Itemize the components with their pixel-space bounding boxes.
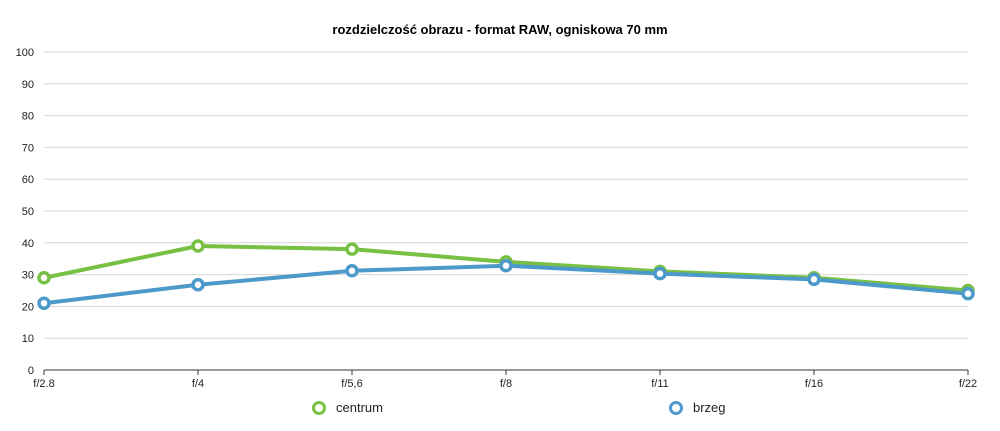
x-tick-label: f/16 [805, 378, 823, 390]
legend-label: brzeg [693, 400, 726, 415]
x-tick-label: f/4 [192, 378, 204, 390]
data-point-series-0 [191, 239, 205, 253]
y-tick-label: 0 [28, 365, 34, 377]
data-point-series-0 [37, 271, 51, 285]
y-tick-label: 40 [22, 238, 34, 250]
legend-marker-icon [312, 400, 326, 415]
data-point-series-1 [653, 266, 667, 281]
x-tick-label: f/11 [651, 378, 669, 390]
data-point-series-1 [345, 264, 359, 278]
data-point-series-1 [807, 272, 821, 287]
data-point-series-1 [961, 286, 975, 301]
y-tick-label: 50 [22, 206, 34, 218]
legend-item-series-0: centrum [312, 400, 383, 415]
data-point-series-0 [345, 242, 359, 256]
y-tick-label: 100 [16, 47, 34, 59]
legend-marker-icon [669, 400, 683, 415]
y-tick-label: 60 [22, 174, 34, 186]
chart-title: rozdzielczość obrazu - format RAW, ognis… [332, 22, 668, 37]
x-tick-label: f/22 [959, 378, 977, 390]
x-tick-label: f/5,6 [341, 378, 362, 390]
y-tick-label: 80 [22, 111, 34, 123]
x-tick-label: f/8 [500, 378, 512, 390]
data-point-series-1 [499, 258, 513, 273]
y-tick-label: 10 [22, 333, 34, 345]
data-point-series-1 [191, 278, 205, 292]
x-tick-label: f/2.8 [33, 378, 54, 390]
legend: centrum brzeg [0, 400, 1000, 422]
plot-area: 0 10 20 30 40 50 60 70 80 90 100 f/2.8 f/4 f/5,6 f/8 f/… [16, 47, 978, 390]
y-tick-label: 90 [22, 79, 34, 91]
data-point-series-1 [37, 296, 51, 310]
legend-item-series-1: brzeg [669, 400, 726, 415]
y-tick-label: 30 [22, 270, 34, 282]
y-tick-label: 20 [22, 301, 34, 313]
legend-label: centrum [336, 400, 383, 415]
y-tick-label: 70 [22, 142, 34, 154]
